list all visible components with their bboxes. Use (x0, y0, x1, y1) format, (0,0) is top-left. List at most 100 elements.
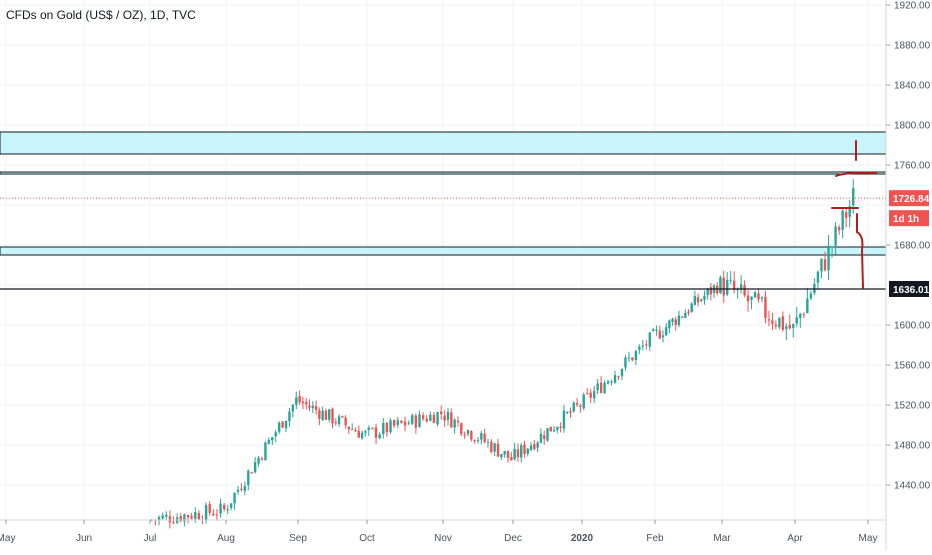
candle-body (328, 409, 331, 420)
candle-body (284, 420, 288, 429)
candle-body (706, 288, 709, 296)
candle-body (321, 410, 324, 420)
y-tick-label: 1520.00 (894, 401, 931, 412)
candle-body (344, 417, 347, 426)
candle-body (233, 492, 236, 504)
candle-body (277, 422, 281, 432)
candle-body (157, 517, 161, 521)
candle-body (314, 406, 318, 410)
candle-body (760, 297, 764, 299)
chart-title: CFDs on Gold (US$ / OZ), 1D, TVC (6, 8, 196, 22)
candle-body (367, 427, 371, 430)
candle-body (757, 293, 760, 300)
candle-body (579, 405, 582, 407)
candle-body (837, 227, 841, 231)
candle-body (802, 314, 806, 316)
x-tick-label: 2020 (571, 533, 594, 544)
candle-body (179, 516, 182, 521)
candle-body (767, 319, 771, 321)
candle-body (638, 346, 641, 350)
candle-body (486, 441, 490, 443)
candle-body (421, 415, 425, 419)
candle-body (168, 516, 172, 523)
line-price-badge: 1636.01 (893, 285, 930, 296)
candle-body (172, 522, 175, 524)
y-tick-label: 1760.00 (894, 161, 931, 172)
candle-body (841, 210, 844, 230)
candle-body (443, 415, 446, 421)
grid-layer (0, 0, 886, 520)
candle-body (556, 426, 559, 431)
candle-body (684, 312, 687, 318)
candle-body (631, 357, 634, 361)
candle-body (274, 432, 277, 437)
candle-body (222, 505, 226, 510)
candle-body (341, 416, 344, 418)
candle-body (852, 188, 855, 206)
candle-body (364, 431, 367, 433)
candle-body (240, 488, 243, 490)
candle-body (161, 515, 164, 519)
line-layer (0, 197, 886, 290)
candle-body (703, 295, 706, 300)
candle-body (645, 344, 648, 346)
candle-body (301, 401, 305, 404)
candle-body (215, 514, 219, 516)
y-tick-label: 1800.00 (894, 121, 931, 132)
candle-body (334, 422, 337, 424)
candle-body (693, 296, 697, 305)
candle-body (347, 426, 351, 430)
candle-body (219, 503, 222, 514)
drawing-resistance-stroke (835, 171, 877, 177)
candle-body (823, 259, 827, 271)
candle-body (732, 280, 736, 291)
candle-body (753, 292, 757, 298)
candle-body (520, 445, 523, 458)
candle-body (575, 403, 579, 405)
candle-body (700, 299, 703, 302)
candle-body (582, 394, 585, 409)
candle-body (403, 421, 407, 426)
candle-body (820, 258, 823, 272)
candle-body (722, 277, 725, 296)
candle-body (827, 245, 830, 271)
countdown-badge-bg (889, 210, 929, 227)
candle-body (668, 320, 671, 329)
candle-body (463, 434, 466, 436)
candle-body (719, 277, 722, 293)
candle-body (627, 357, 631, 359)
candle-layer (150, 179, 855, 529)
candle-body (436, 412, 439, 425)
x-tick-label: Dec (504, 533, 522, 544)
line-price-badge-bg (889, 280, 929, 297)
candle-body (750, 296, 753, 300)
candle-body (354, 429, 357, 432)
y-tick-label: 1440.00 (894, 481, 931, 492)
x-tick-label: Sep (289, 533, 307, 544)
candle-body (592, 391, 596, 399)
candle-body (613, 375, 617, 383)
candle-body (844, 212, 848, 218)
x-tick-label: Nov (434, 533, 452, 544)
candle-body (212, 513, 215, 516)
zone-2 (0, 171, 887, 175)
y-tick-label: 1880.00 (894, 41, 931, 52)
y-tick-label: 1680.00 (894, 241, 931, 252)
candle-body (586, 393, 589, 395)
candle-body (250, 472, 253, 474)
candle-body (337, 416, 341, 425)
candle-body (569, 411, 572, 413)
x-tick-label: Apr (787, 533, 803, 544)
drawing-projection-path (856, 213, 864, 289)
candle-body (470, 431, 473, 440)
candle-body (516, 449, 520, 458)
candle-body (624, 357, 627, 368)
candle-body (671, 318, 674, 322)
candle-body (589, 392, 592, 398)
candle-body (392, 420, 396, 426)
candle-body (709, 287, 713, 295)
candle-body (743, 285, 746, 296)
candle-body (785, 326, 788, 329)
